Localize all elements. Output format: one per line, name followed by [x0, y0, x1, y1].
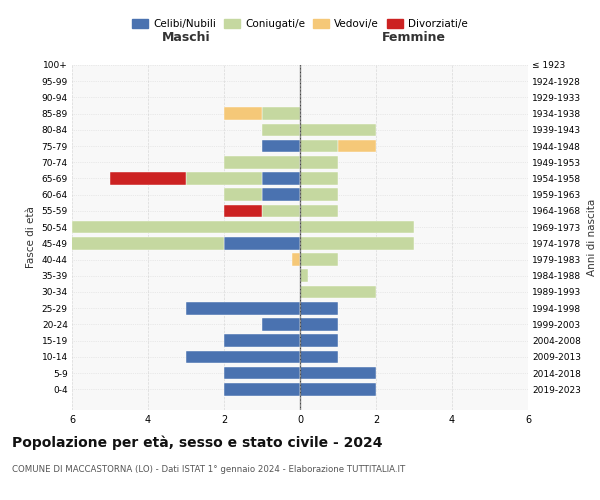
- Bar: [224, 204, 262, 217]
- Bar: [300, 366, 376, 380]
- Bar: [224, 108, 262, 120]
- Text: Femmine: Femmine: [382, 31, 446, 44]
- Bar: [0, 237, 224, 250]
- Bar: [300, 350, 338, 363]
- Bar: [300, 172, 338, 185]
- Bar: [300, 140, 338, 152]
- Y-axis label: Fasce di età: Fasce di età: [26, 206, 36, 268]
- Bar: [262, 140, 300, 152]
- Bar: [262, 124, 300, 136]
- Text: Popolazione per età, sesso e stato civile - 2024: Popolazione per età, sesso e stato civil…: [12, 435, 383, 450]
- Bar: [262, 172, 300, 185]
- Bar: [224, 156, 300, 168]
- Bar: [186, 172, 262, 185]
- Text: COMUNE DI MACCASTORNA (LO) - Dati ISTAT 1° gennaio 2024 - Elaborazione TUTTITALI: COMUNE DI MACCASTORNA (LO) - Dati ISTAT …: [12, 465, 405, 474]
- Text: Maschi: Maschi: [161, 31, 211, 44]
- Bar: [300, 204, 338, 217]
- Bar: [262, 188, 300, 201]
- Bar: [262, 108, 300, 120]
- Bar: [72, 221, 300, 234]
- Bar: [300, 156, 338, 168]
- Bar: [300, 302, 338, 314]
- Bar: [186, 302, 300, 314]
- Legend: Celibi/Nubili, Coniugati/e, Vedovi/e, Divorziati/e: Celibi/Nubili, Coniugati/e, Vedovi/e, Di…: [128, 15, 472, 34]
- Bar: [262, 318, 300, 330]
- Bar: [224, 188, 262, 201]
- Bar: [300, 124, 376, 136]
- Bar: [110, 172, 186, 185]
- Bar: [300, 318, 338, 330]
- Bar: [224, 334, 300, 347]
- Bar: [224, 383, 300, 396]
- Bar: [262, 204, 300, 217]
- Bar: [300, 286, 376, 298]
- Bar: [300, 221, 414, 234]
- Bar: [300, 383, 376, 396]
- Bar: [224, 237, 300, 250]
- Bar: [300, 188, 338, 201]
- Bar: [300, 253, 338, 266]
- Bar: [186, 350, 300, 363]
- Y-axis label: Anni di nascita: Anni di nascita: [587, 199, 597, 276]
- Bar: [300, 237, 414, 250]
- Bar: [300, 334, 338, 347]
- Bar: [292, 253, 300, 266]
- Bar: [224, 366, 300, 380]
- Bar: [300, 270, 308, 282]
- Bar: [338, 140, 376, 152]
